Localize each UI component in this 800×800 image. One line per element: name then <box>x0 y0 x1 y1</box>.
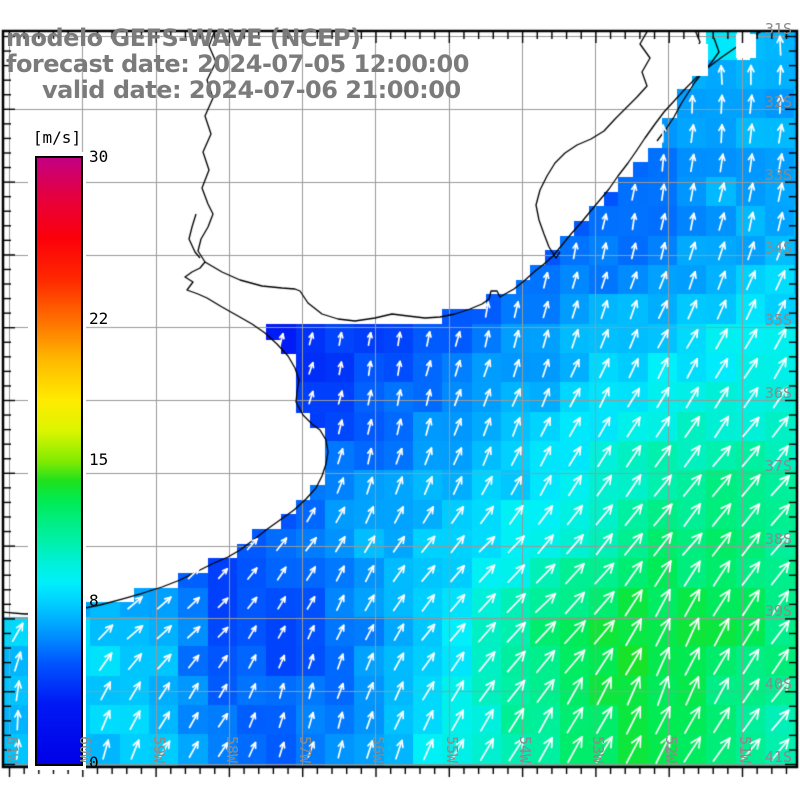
lon-label-52W: 52W <box>662 736 680 764</box>
lat-label-32S: 32S <box>764 93 792 111</box>
lat-label-40S: 40S <box>764 675 792 693</box>
lon-label-60W: 60W <box>76 736 94 764</box>
lon-label-56W: 56W <box>369 736 387 764</box>
lon-label-59W: 59W <box>150 736 168 764</box>
valid-date-line: valid date: 2024-07-06 21:00:00 <box>42 76 461 104</box>
lat-label-38S: 38S <box>764 530 792 548</box>
lat-label-34S: 34S <box>764 239 792 257</box>
lat-label-35S: 35S <box>764 311 792 329</box>
title-block: modelo GEFS-WAVE (NCEP) forecast date: 2… <box>6 25 469 103</box>
lat-label-31S: 31S <box>764 20 792 38</box>
colorbar-background <box>28 152 86 770</box>
lat-label-39S: 39S <box>764 602 792 620</box>
lat-label-33S: 33S <box>764 166 792 184</box>
lon-label-61W: 61W <box>3 736 21 764</box>
lon-label-55W: 55W <box>443 736 461 764</box>
lon-label-53W: 53W <box>589 736 607 764</box>
lon-label-58W: 58W <box>223 736 241 764</box>
model-title: modelo GEFS-WAVE (NCEP) <box>6 24 361 52</box>
colorbar-tick-8: 8 <box>89 591 99 611</box>
forecast-date-line: forecast date: 2024-07-05 12:00:00 <box>6 50 469 78</box>
lat-label-41S: 41S <box>764 748 792 766</box>
colorbar-gradient <box>35 156 83 766</box>
lon-label-54W: 54W <box>516 736 534 764</box>
colorbar-tick-0: 0 <box>89 753 99 772</box>
lon-label-51W: 51W <box>736 736 754 764</box>
colorbar-unit-label: [m/s] <box>32 128 82 147</box>
colorbar-tick-15: 15 <box>89 450 109 469</box>
lat-label-37S: 37S <box>764 457 792 475</box>
lon-label-57W: 57W <box>296 736 314 764</box>
colorbar-tick-22: 22 <box>89 308 109 328</box>
lat-label-36S: 36S <box>764 384 792 402</box>
colorbar-tick-30: 30 <box>89 147 109 166</box>
